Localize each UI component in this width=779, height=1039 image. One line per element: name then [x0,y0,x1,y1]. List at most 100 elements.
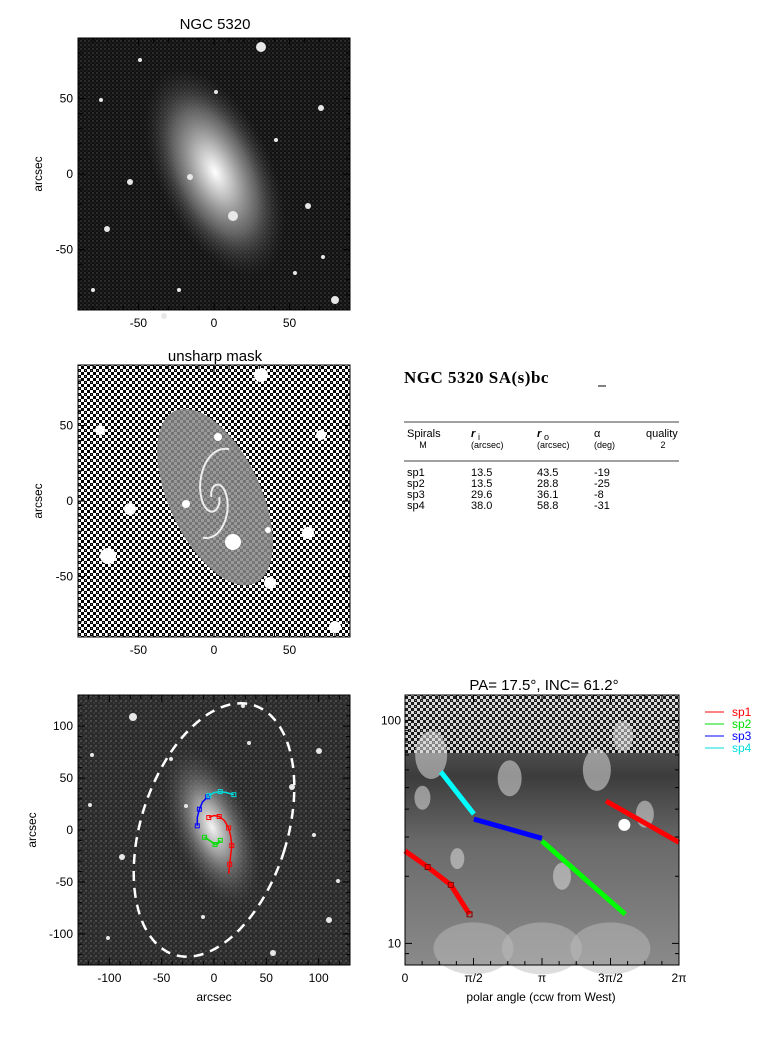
texture-blob [570,922,651,975]
column-header: α [594,428,601,440]
x-tick-label: -50 [153,971,171,985]
table-cell: 13.5 [471,478,492,490]
star-blob [321,255,325,259]
arm-point-sp3 [205,794,211,800]
star-blob [187,174,193,180]
star-blob [95,425,105,435]
table-cell: -19 [594,467,610,479]
star-blob [316,430,326,440]
star-blob [254,368,268,382]
table-body: sp1 13.5 43.5 -19 sp2 13.5 28.8 -25 sp3 29.6 36.1 -… [407,467,610,512]
star-blob [225,534,241,550]
arm-point-sp4 [231,792,237,798]
x-tick-label: -50 [130,643,148,657]
x-axis-label: arcsec [196,990,231,1004]
star-blob [326,917,332,923]
summary-heading: NGC 5320 SA(s)bc [404,368,549,387]
arm-point-sp2 [202,834,208,840]
texture-blob [552,862,571,890]
arm-fits [403,770,681,918]
star-blob [256,42,266,52]
spiral-residual-arm [202,483,229,540]
column-subheader: 2 [660,440,665,450]
y-tick-label: 100 [53,719,73,733]
star-blob [201,915,205,919]
galaxy-residual [157,408,273,586]
texture-blob [497,760,522,797]
y-tick-label: 0 [66,167,73,181]
field-stars [91,42,339,319]
y-tick-label: 0 [66,494,73,508]
arm-point-sp1 [226,825,232,831]
arm-point-sp2 [217,837,223,843]
star-blob [274,138,278,142]
texture-blob [582,748,611,791]
star-blob [289,784,295,790]
arm-point-sp3 [194,823,200,829]
table-cell: -8 [594,489,604,501]
x-tick-label: 0 [402,971,409,985]
arm-point-sp1 [229,843,235,849]
x-tick-label: π [538,971,546,985]
table-cell: 58.8 [537,500,558,512]
x-tick-label: 100 [309,971,329,985]
star-blob [228,211,238,221]
star-blob [293,271,297,275]
arm-point-sp2 [212,842,218,848]
x-tick-label: 50 [260,971,274,985]
arm-point-sp1 [227,861,233,867]
column-header: r [537,428,542,440]
y-tick-label: 0 [66,823,73,837]
star-blob [127,179,133,185]
galaxy-disk [163,746,261,908]
column-header: r [471,428,476,440]
arm-point-sp4 [217,789,223,795]
texture-blob [501,922,582,975]
star-blob [265,527,271,533]
series-sp1-marker [424,864,431,871]
star-blob [241,704,245,708]
star-blob [138,58,142,62]
fitted-arms [194,789,237,874]
column-subheader: M [419,440,427,450]
texture-blob [450,848,465,870]
series-sp3 [473,816,543,841]
noisy-outer-region [405,695,679,753]
arm-sp3 [196,796,209,826]
table-cell: sp3 [407,489,425,501]
x-tick-label: 50 [283,643,297,657]
star-blob [91,288,95,292]
table-cell: 28.8 [537,478,558,490]
column-subscript: i [478,432,480,442]
arm-point-sp3 [196,806,202,812]
legend-label-sp1: sp1 [732,705,752,719]
arm-sp4 [208,790,235,797]
series-sp1-inner [403,848,472,916]
star-blob [119,854,125,860]
star-blob [302,527,314,539]
star-blob [270,950,276,956]
star-blob [177,288,181,292]
star-blob [247,741,251,745]
star-blob [618,818,631,831]
star-blob [169,757,173,761]
series-sp4 [438,770,476,816]
star-blob [104,226,110,232]
star-blob [312,833,316,837]
y-axis-label: arcsec [25,812,39,847]
y-tick-label: -50 [56,570,74,584]
column-subscript: o [544,432,549,442]
table-cell: sp4 [407,500,425,512]
star-blob [331,296,339,304]
spiral-residual-arm [199,447,230,513]
x-tick-label: 0 [211,971,218,985]
y-tick-label: 50 [60,91,74,105]
panel-title: NGC 5320 [180,16,251,33]
star-blob [329,621,341,633]
star-blob [318,105,324,111]
star-blob [106,936,110,940]
unsharp-mask-panel: unsharp mask -50 0 50 -50 0 50 arcsec [31,348,351,657]
galaxy-disk [144,67,286,277]
table-cell: sp2 [407,478,425,490]
